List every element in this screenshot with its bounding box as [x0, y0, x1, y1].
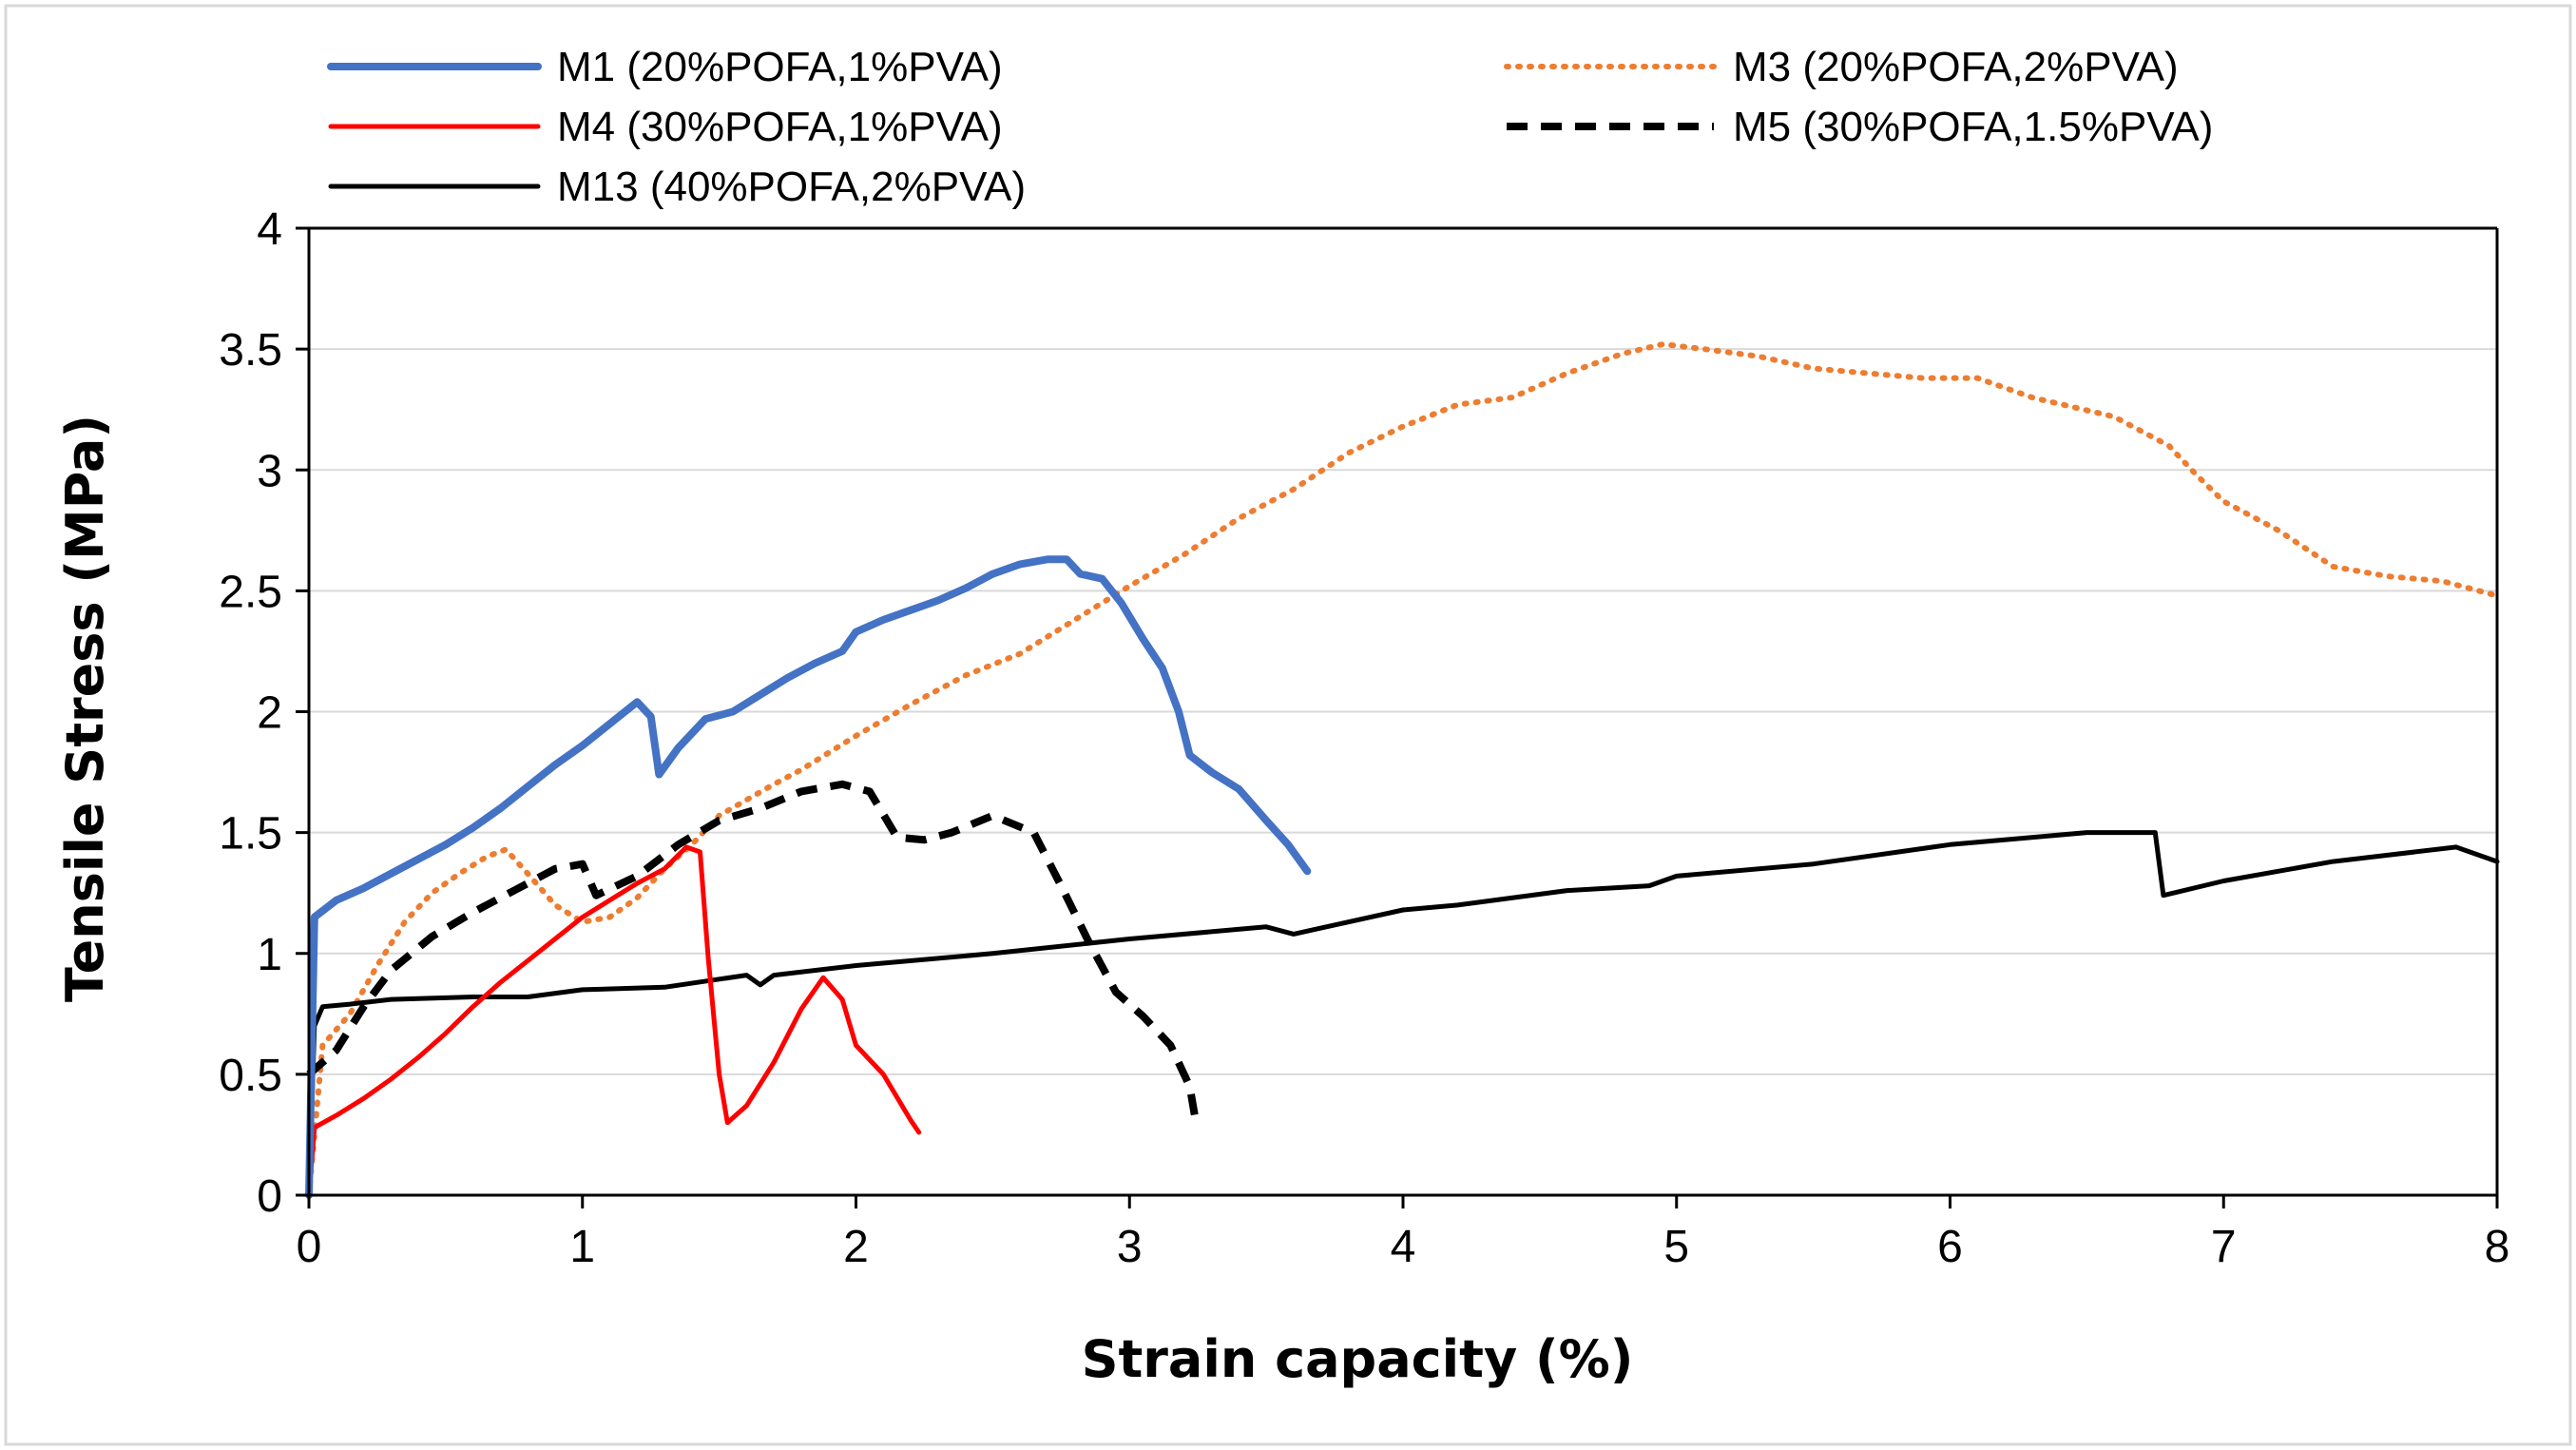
x-tick-label-8: 8 [2485, 1222, 2510, 1272]
x-tick-label-0: 0 [297, 1222, 322, 1272]
x-tick-label-5: 5 [1663, 1222, 1689, 1272]
y-tick-label-6: 3 [257, 446, 282, 496]
series-line-m4 [306, 844, 922, 1198]
y-tick-label-0: 0 [257, 1171, 282, 1222]
y-tick-label-4: 2 [257, 688, 282, 739]
x-tick-label-1: 1 [569, 1222, 595, 1272]
y-tick-label-8: 4 [257, 204, 282, 255]
legend-label-m13: M13 (40%POFA,2%PVA) [557, 164, 1026, 210]
y-tick-label-5: 2.5 [219, 567, 282, 617]
chart-outer-border [4, 4, 2572, 1446]
legend-label-m5: M5 (30%POFA,1.5%PVA) [1733, 104, 2213, 150]
legend: M1 (20%POFA,1%PVA) M3 (20%POFA,2%PVA) M4 (… [327, 44, 2213, 210]
x-tick-label-7: 7 [2211, 1222, 2237, 1272]
legend-label-m4: M4 (30%POFA,1%PVA) [557, 104, 1003, 150]
series-layer [305, 341, 2500, 1199]
legend-label-m1: M1 (20%POFA,1%PVA) [557, 44, 1003, 90]
axes [296, 226, 2499, 1208]
y-tick-label-1: 0.5 [219, 1051, 282, 1101]
x-tick-label-6: 6 [1937, 1222, 1963, 1272]
y-axis-title: Tensile Stress (MPa) [55, 415, 115, 1002]
series-line-m5 [306, 780, 1200, 1119]
x-tick-label-2: 2 [843, 1222, 869, 1272]
series-line-m3 [306, 341, 2500, 1198]
tick-labels: 0 1 2 3 4 5 6 7 8 0 0.5 1 1.5 2 2.5 3 3.5 4 [219, 204, 2509, 1272]
series-line-m13 [306, 830, 2500, 1198]
legend-label-m3: M3 (20%POFA,2%PVA) [1733, 44, 2179, 90]
y-tick-label-7: 3.5 [219, 325, 282, 376]
series-line-m1 [305, 555, 1312, 1199]
y-tick-label-2: 1 [257, 930, 282, 980]
x-axis-title: Strain capacity (%) [1082, 1329, 1634, 1389]
x-tick-label-3: 3 [1117, 1222, 1143, 1272]
x-tick-label-4: 4 [1391, 1222, 1416, 1272]
y-tick-label-3: 1.5 [219, 809, 282, 860]
